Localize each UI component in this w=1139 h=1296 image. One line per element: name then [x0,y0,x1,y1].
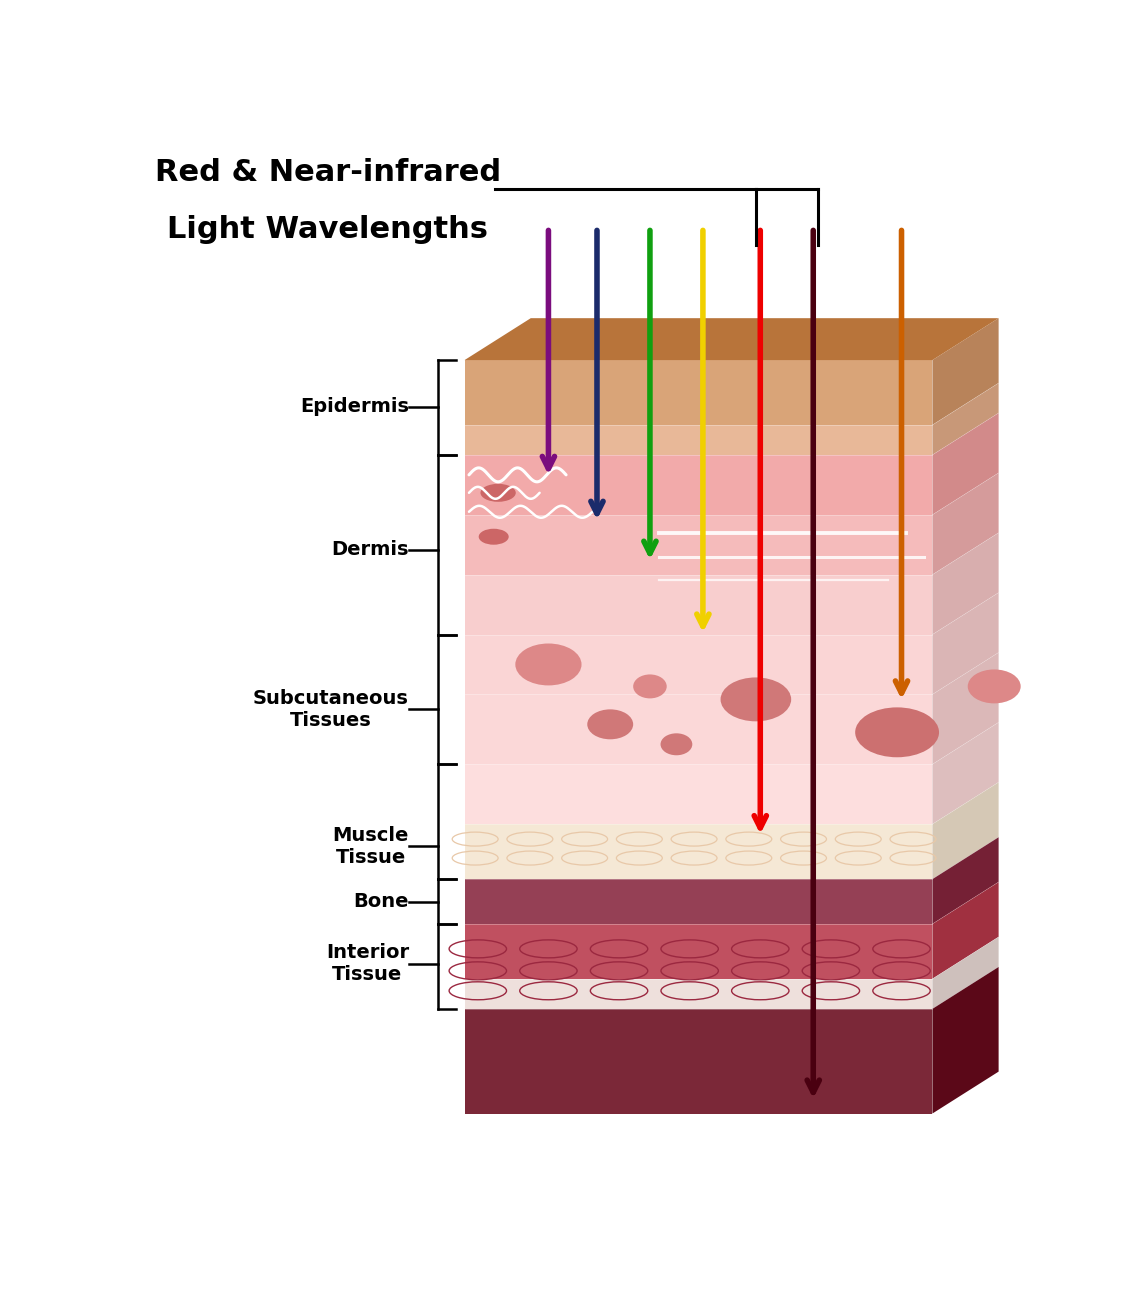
Polygon shape [465,319,999,360]
Polygon shape [933,319,999,425]
Ellipse shape [481,483,516,502]
Text: Epidermis: Epidermis [300,398,409,416]
Polygon shape [933,722,999,824]
Ellipse shape [515,644,582,686]
Ellipse shape [855,708,939,757]
Bar [465,924,933,978]
Bar [465,978,933,1008]
Polygon shape [933,967,999,1113]
Bar [465,765,933,824]
Text: Subcutaneous
Tissues: Subcutaneous Tissues [253,689,409,730]
Text: Interior
Tissue: Interior Tissue [326,943,409,985]
Bar [465,824,933,879]
Bar [465,425,933,455]
Bar [465,515,933,574]
Polygon shape [933,652,999,765]
Text: Red & Near-infrared: Red & Near-infrared [155,158,501,188]
Polygon shape [933,592,999,695]
Ellipse shape [721,678,792,722]
Polygon shape [933,883,999,978]
Polygon shape [933,783,999,879]
Bar [465,360,933,425]
Ellipse shape [478,529,509,544]
Polygon shape [933,384,999,455]
Bar [465,879,933,924]
Bar [465,695,933,765]
Text: Light Wavelengths: Light Wavelengths [167,215,489,245]
Ellipse shape [968,670,1021,704]
Text: Dermis: Dermis [331,540,409,559]
Polygon shape [933,937,999,1008]
Polygon shape [933,413,999,515]
Ellipse shape [588,709,633,739]
Polygon shape [933,473,999,574]
Ellipse shape [661,734,693,756]
Ellipse shape [633,674,666,699]
Bar [465,455,933,515]
Bar [465,1008,933,1113]
Polygon shape [933,533,999,635]
Text: Bone: Bone [353,893,409,911]
Bar [465,574,933,635]
Text: Muscle
Tissue: Muscle Tissue [333,826,409,867]
Polygon shape [933,837,999,924]
Bar [465,635,933,695]
